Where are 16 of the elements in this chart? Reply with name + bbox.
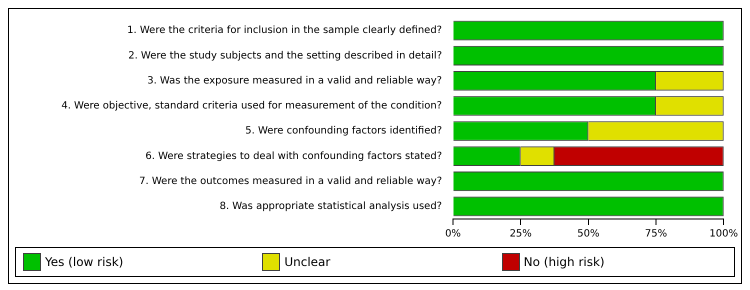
x-tick-label: 100%	[709, 228, 738, 240]
y-tick-label: 2. Were the study subjects and the setting described in detail?	[128, 50, 442, 62]
x-tick-label: 25%	[510, 228, 532, 240]
y-tick-label: 7. Were the outcomes measured in a valid and reliable way?	[139, 176, 442, 187]
legend-label: No (high risk)	[524, 255, 605, 269]
y-tick-label: 4. Were objective, standard criteria used for measurement of the condition?	[61, 100, 442, 112]
x-tick-label: 50%	[577, 228, 600, 240]
x-tick-label: 75%	[644, 228, 668, 240]
legend-label: Yes (low risk)	[45, 255, 124, 269]
y-tick-label: 1. Were the criteria for inclusion in the sample clearly defined?	[127, 25, 442, 36]
y-tick-label: 8. Was appropriate statistical analysis used?	[220, 201, 442, 212]
y-tick-label: 5. Were confounding factors identified?	[245, 126, 442, 137]
legend-label: Unclear	[284, 255, 330, 269]
y-tick-label: 3. Was the exposure measured in a valid and reliable way?	[147, 75, 442, 86]
y-tick-label: 6. Were strategies to deal with confounding factors stated?	[145, 150, 442, 162]
x-tick-label: 0%	[445, 228, 461, 240]
